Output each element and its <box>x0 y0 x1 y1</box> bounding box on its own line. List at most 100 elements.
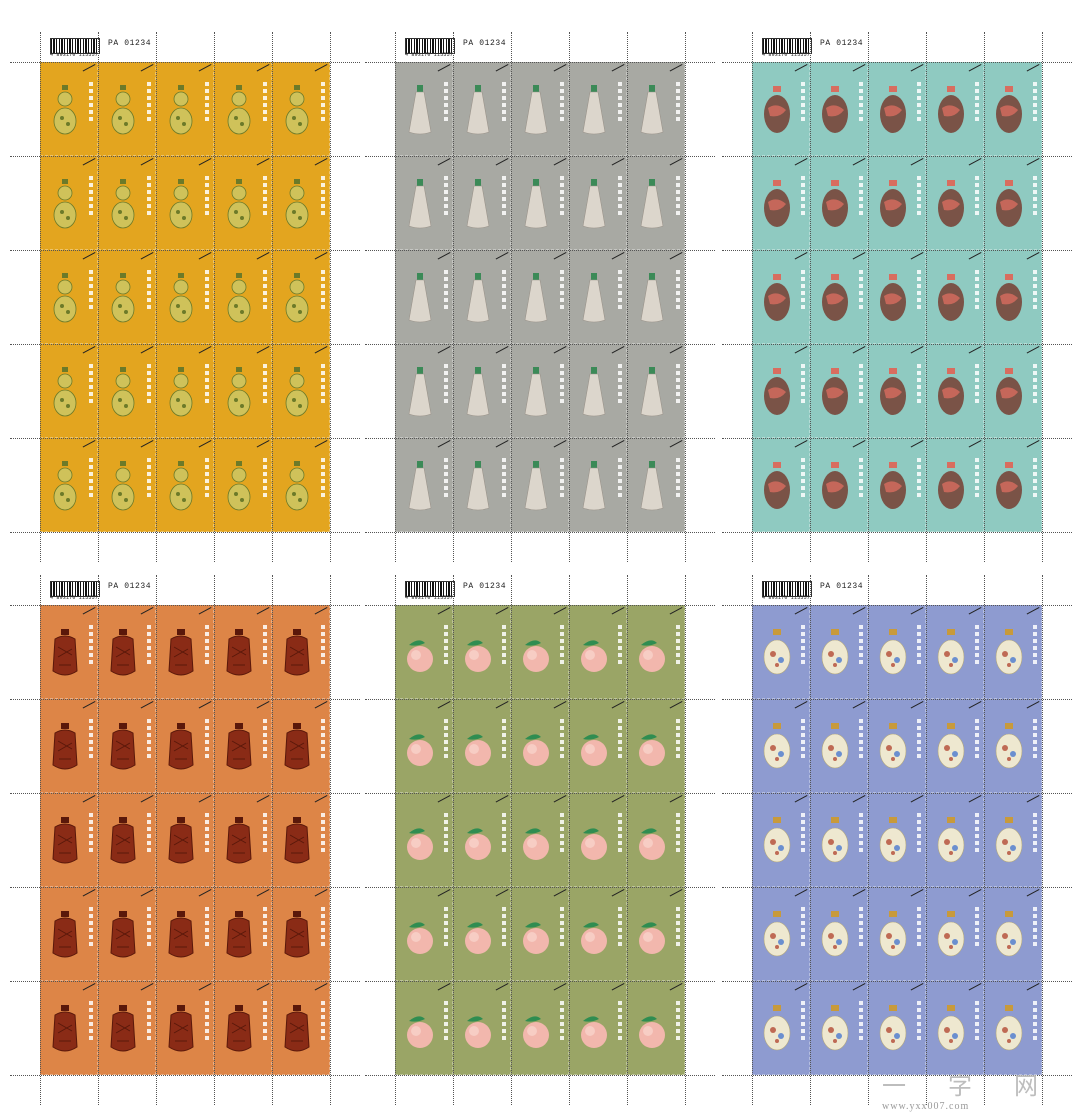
stamp-corner-mark <box>437 440 452 457</box>
stamp-corner-mark <box>1026 607 1041 624</box>
stamp <box>511 887 569 981</box>
stamp-corner-mark <box>1026 889 1041 906</box>
stamp <box>868 981 926 1075</box>
snuff-bottle-icon <box>764 180 790 227</box>
snuff-bottle-icon <box>995 817 1023 863</box>
stamp <box>569 887 627 981</box>
stamp-corner-mark <box>140 252 155 269</box>
stamp-corner-mark <box>968 607 983 624</box>
stamp-corner-mark <box>669 252 684 269</box>
perforation-line <box>365 605 715 606</box>
stamp-vertical-caption <box>89 176 93 218</box>
stamp-vertical-caption <box>975 813 979 855</box>
stamp-corner-mark <box>495 346 510 363</box>
stamp-vertical-caption <box>801 907 805 949</box>
perforation-line <box>926 32 927 562</box>
watermark-cn: 一 字 网 <box>882 1074 1056 1100</box>
sheet-number: PA 01234 <box>820 39 864 48</box>
perforation-line <box>926 575 927 1105</box>
snuff-bottle-icon <box>937 911 965 957</box>
stamp-corner-mark <box>852 889 867 906</box>
stamp-corner-mark <box>794 983 809 1000</box>
stamp-corner-mark <box>140 346 155 363</box>
stamp <box>984 887 1042 981</box>
stamp <box>453 793 511 887</box>
perforation-line <box>569 575 570 1105</box>
stamp <box>752 438 810 532</box>
stamp-corner-mark <box>198 64 213 81</box>
stamp-corner-mark <box>852 701 867 718</box>
perforation-line <box>214 575 215 1105</box>
sheet-number: PA 01234 <box>820 582 864 591</box>
stamp-corner-mark <box>198 795 213 812</box>
stamp-corner-mark <box>495 983 510 1000</box>
stamp-vertical-caption <box>975 364 979 406</box>
stamp-corner-mark <box>1026 252 1041 269</box>
stamp-corner-mark <box>910 440 925 457</box>
stamp <box>810 250 868 344</box>
perforation-line <box>10 887 360 888</box>
stamp-vertical-caption <box>147 176 151 218</box>
stamp-vertical-caption <box>917 1001 921 1043</box>
stamp-vertical-caption <box>618 625 622 667</box>
stamp-vertical-caption <box>859 270 863 312</box>
stamp-vertical-caption <box>89 458 93 500</box>
snuff-bottle-icon <box>52 629 78 676</box>
stamp <box>395 438 453 532</box>
snuff-bottle-icon <box>822 274 848 321</box>
stamp-corner-mark <box>611 983 626 1000</box>
sheet-header: 4 893170 115557 PA 01234 <box>762 38 1042 58</box>
stamp-corner-mark <box>140 607 155 624</box>
stamp-vertical-caption <box>502 364 506 406</box>
stamp-vertical-caption <box>975 82 979 124</box>
stamp-pane <box>752 605 1042 1075</box>
stamp-vertical-caption <box>147 1001 151 1043</box>
snuff-bottle-icon <box>822 86 848 133</box>
stamp-corner-mark <box>553 701 568 718</box>
stamp-vertical-caption <box>859 176 863 218</box>
stamp-vertical-caption <box>560 458 564 500</box>
stamp-vertical-caption <box>618 907 622 949</box>
snuff-bottle-icon <box>581 922 607 954</box>
snuff-bottle-icon <box>407 1016 433 1048</box>
snuff-bottle-icon <box>168 817 194 864</box>
snuff-bottle-icon <box>523 1016 549 1048</box>
snuff-bottle-icon <box>53 461 77 511</box>
snuff-bottle-icon <box>168 911 194 958</box>
perforation-line <box>722 981 1072 982</box>
snuff-bottle-icon <box>995 723 1023 769</box>
stamp-vertical-caption <box>676 364 680 406</box>
snuff-bottle-icon <box>284 817 310 864</box>
stamp-sheet: 4 893170 115557 PA 01234 <box>365 575 715 1105</box>
snuff-bottle-icon <box>408 273 432 323</box>
perforation-line <box>214 32 215 562</box>
barcode-icon <box>762 38 812 54</box>
stamp-vertical-caption <box>859 1001 863 1043</box>
perforation-line <box>810 32 811 562</box>
stamp-corner-mark <box>794 252 809 269</box>
perforation-line <box>752 575 753 1105</box>
stamp-vertical-caption <box>321 270 325 312</box>
stamp <box>752 156 810 250</box>
stamp-vertical-caption <box>975 1001 979 1043</box>
stamp <box>214 981 272 1075</box>
snuff-bottle-icon <box>524 461 548 511</box>
sheet-number: PA 01234 <box>463 582 507 591</box>
stamp-corner-mark <box>256 440 271 457</box>
perforation-line <box>365 250 715 251</box>
stamp-corner-mark <box>553 889 568 906</box>
perforation-line <box>722 438 1072 439</box>
stamp-corner-mark <box>437 158 452 175</box>
snuff-bottle-icon <box>996 462 1022 509</box>
stamp-vertical-caption <box>618 813 622 855</box>
perforation-line <box>365 887 715 888</box>
stamp <box>511 793 569 887</box>
stamp-vertical-caption <box>147 907 151 949</box>
snuff-bottle-icon <box>168 723 194 770</box>
stamp-corner-mark <box>968 701 983 718</box>
stamp-pane <box>752 62 1042 532</box>
stamp <box>569 981 627 1075</box>
stamp-corner-mark <box>553 346 568 363</box>
stamp <box>984 250 1042 344</box>
snuff-bottle-icon <box>995 629 1023 675</box>
